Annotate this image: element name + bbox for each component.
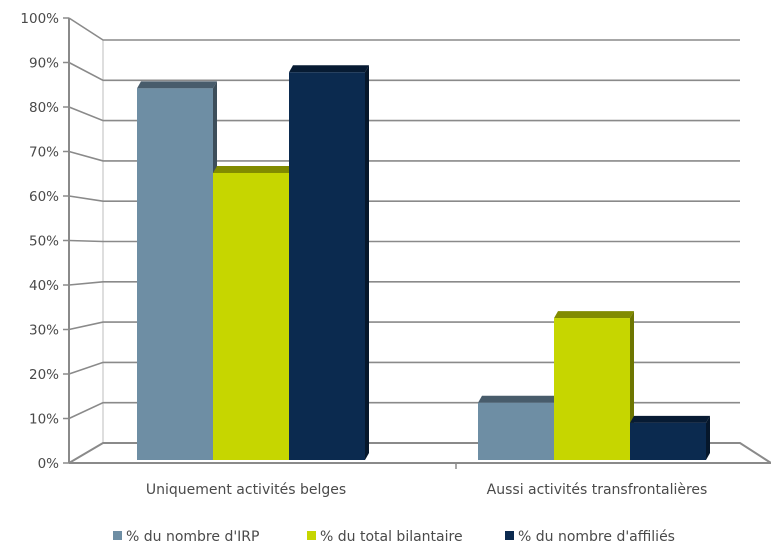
bar-top-face [554,311,634,319]
bar-top-face [137,81,217,89]
y-tick-label: 40% [29,278,59,294]
bar-top-face [213,165,293,173]
y-axis-tick-labels: 0% 10% 20% 30% 40% 50% 60% 70% 80% 90% 100% [20,11,59,472]
floor-outline [68,442,771,464]
gridline [68,150,740,162]
x-axis-category-labels: Uniquement activités belges Aussi activit… [146,482,708,498]
gridline [68,61,740,82]
y-tick-label: 30% [29,323,59,339]
legend-label: % du total bilantaire [320,529,463,544]
y-tick-label: 70% [29,145,59,161]
gridline [68,361,740,375]
gridline [68,195,740,202]
bars [137,65,710,461]
gridline [68,106,740,122]
gridlines [63,17,740,464]
y-tick-label: 60% [29,189,59,205]
gridline [68,239,740,243]
bar [213,172,289,461]
x-category-label: Uniquement activités belges [146,482,346,498]
y-tick-label: 20% [29,367,59,383]
legend: % du nombre d'IRP % du total bilantaire % … [113,529,675,544]
y-tick-label: 0% [38,456,60,472]
y-tick-label: 10% [29,412,59,428]
x-category-label: Aussi activités transfrontalières [487,482,708,498]
y-tick-label: 80% [29,100,59,116]
legend-label: % du nombre d'affiliés [518,529,675,544]
y-tick-label: 90% [29,56,59,72]
bar [478,402,554,460]
gridline [68,321,740,331]
legend-swatch [505,531,514,540]
legend-label: % du nombre d'IRP [126,529,259,544]
bar [137,88,213,461]
bar-top-face [289,65,369,73]
y-tick-label: 100% [20,11,59,27]
bar-top-face [478,395,558,403]
bar [630,422,706,460]
gridline [68,17,740,41]
gridline [68,280,740,286]
y-tick-label: 50% [29,234,59,250]
bar-side-face [365,65,369,461]
bar-side-face [706,415,710,460]
bar [289,72,365,461]
bar-top-face [630,415,710,423]
legend-swatch [307,531,316,540]
legend-swatch [113,531,122,540]
bar [554,318,630,460]
